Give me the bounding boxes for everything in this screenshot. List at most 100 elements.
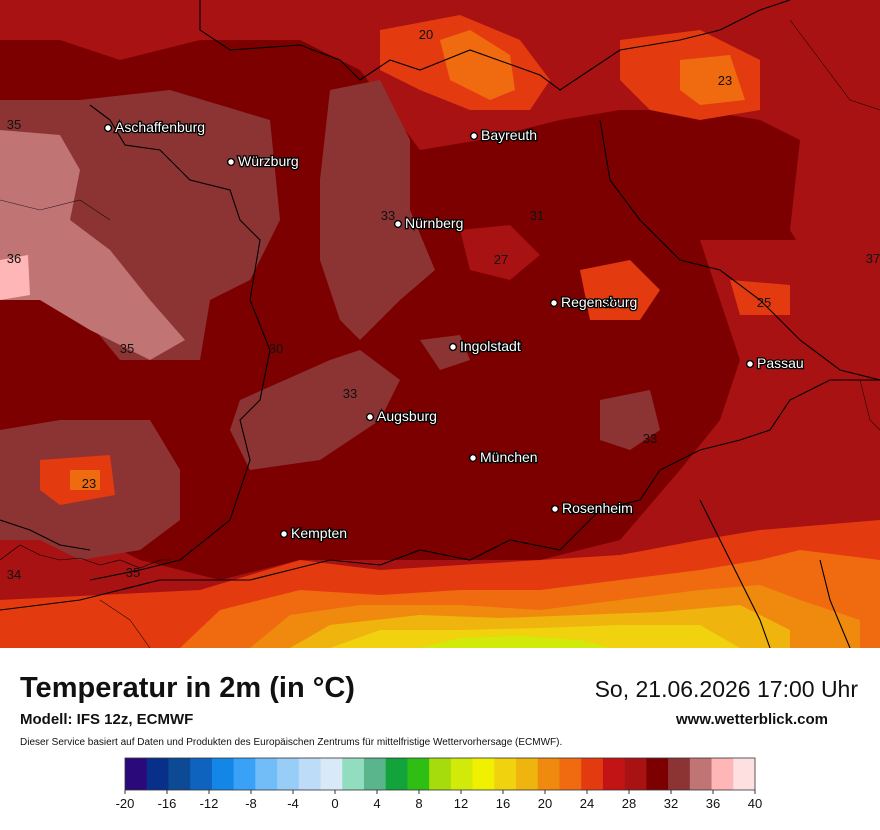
city-label: Regensburg	[561, 294, 637, 310]
legend-swatch	[429, 758, 452, 790]
isotherm-label: 27	[494, 252, 508, 267]
legend-swatch	[125, 758, 148, 790]
temperature-legend: -20 -16 -12 -8 -4 0 4 8 12 16 20 24 28 32 36 40	[116, 757, 762, 811]
map-title: Temperatur in 2m (in °C)	[20, 672, 355, 704]
isotherm-label: 35	[126, 565, 140, 580]
legend-outline	[124, 757, 756, 791]
isotherm-label: 35	[120, 341, 134, 356]
data-disclaimer: Dieser Service basiert auf Daten und Pro…	[20, 737, 563, 748]
legend-swatch	[668, 758, 691, 790]
legend-tick-label: 32	[664, 796, 678, 811]
city-dot	[103, 123, 113, 133]
isotherm-label: 37	[866, 251, 880, 266]
lake-bodensee-shore	[0, 544, 170, 569]
legend-swatch	[190, 758, 213, 790]
city-dot	[745, 359, 755, 369]
temperature-map: Aschaffenburg Würzburg Bayreuth Nürnberg Reg…	[0, 0, 880, 649]
legend-swatch	[298, 758, 321, 790]
legend-swatch	[277, 758, 300, 790]
band-32-augsburg	[230, 350, 400, 470]
band-34-west	[0, 130, 185, 360]
band-14-alps	[420, 636, 610, 648]
city-label: Aschaffenburg	[115, 119, 205, 135]
city-label: Bayreuth	[481, 127, 537, 143]
city-label: Rosenheim	[562, 500, 633, 516]
legend-swatch	[342, 758, 365, 790]
isotherm-label: 25	[605, 295, 619, 310]
temperature-map-canvas: Aschaffenburg Würzburg Bayreuth Nürnberg Reg…	[0, 0, 880, 649]
legend-tick-label: 24	[580, 796, 594, 811]
legend-swatch	[689, 758, 712, 790]
band-22-bodensee	[70, 470, 100, 490]
legend-swatch	[602, 758, 626, 790]
legend-swatch	[146, 758, 169, 790]
legend-swatch	[646, 758, 669, 790]
city-label: Würzburg	[238, 153, 299, 169]
legend-swatch	[450, 758, 473, 790]
legend-tick-label: -12	[200, 796, 219, 811]
band-16-alps	[330, 625, 740, 648]
isotherm-label: 25	[757, 295, 771, 310]
legend-tick-label: -8	[245, 796, 257, 811]
model-info: Modell: IFS 12z, ECMWF	[20, 711, 194, 728]
city-label: Ingolstadt	[460, 338, 521, 354]
band-36-west	[0, 255, 30, 300]
legend-swatch	[494, 758, 517, 790]
band-28-jura	[460, 225, 540, 280]
isotherm-labels: 20 23 35 33 31 36 27 25 25 37 35 30 33 33 23 34 35	[7, 27, 880, 582]
isotherm-label: 35	[7, 117, 21, 132]
legend-swatch	[624, 758, 647, 790]
city-dot	[279, 529, 289, 539]
isotherm-label: 30	[269, 341, 283, 356]
legend-swatch	[711, 758, 734, 790]
city-label: Augsburg	[377, 408, 437, 424]
legend-tick-label: 0	[331, 796, 338, 811]
site-link[interactable]: www.wetterblick.com	[676, 711, 828, 728]
band-22-fichtel	[440, 30, 515, 100]
band-22-bohemia	[680, 55, 745, 105]
isotherm-label: 20	[419, 27, 433, 42]
legend-swatch	[537, 758, 560, 790]
city-dot	[393, 219, 403, 229]
isotherm-label: 33	[381, 208, 395, 223]
city-label: München	[480, 449, 538, 465]
legend-swatch	[559, 758, 582, 790]
legend-swatch	[407, 758, 430, 790]
isotherm-label: 33	[643, 431, 657, 446]
legend-swatch	[168, 758, 191, 790]
isotherm-label: 23	[718, 73, 732, 88]
isotherm-label: 34	[7, 567, 21, 582]
legend-tick-label: -20	[116, 796, 135, 811]
legend-swatch	[516, 758, 539, 790]
legend-tick-label: 36	[706, 796, 720, 811]
band-24-regensburg	[580, 260, 660, 320]
legend-tick-label: 4	[373, 796, 380, 811]
city-dot	[365, 412, 375, 422]
legend-tick-label: 8	[415, 796, 422, 811]
legend-swatch	[255, 758, 278, 790]
legend-ticks: -20 -16 -12 -8 -4 0 4 8 12 16 20 24 28 32 36 40	[116, 790, 762, 811]
city-dot	[448, 342, 458, 352]
city-dot	[226, 157, 236, 167]
band-32-east	[600, 390, 660, 450]
legend-swatch	[472, 758, 495, 790]
legend-swatch	[363, 758, 387, 790]
city-dot	[469, 131, 479, 141]
map-footer: Temperatur in 2m (in °C) So, 21.06.2026 …	[0, 648, 880, 830]
band-32-franconia	[320, 80, 435, 340]
legend-tick-label: 12	[454, 796, 468, 811]
isotherm-label: 33	[343, 386, 357, 401]
city-label: Kempten	[291, 525, 347, 541]
legend-swatch	[233, 758, 256, 790]
isotherm-label: 31	[530, 208, 544, 223]
legend-swatch	[581, 758, 604, 790]
city-dot	[550, 504, 560, 514]
city-label: Passau	[757, 355, 804, 371]
forecast-datetime: So, 21.06.2026 17:00 Uhr	[594, 676, 858, 702]
isotherm-label: 23	[82, 476, 96, 491]
legend-swatch	[320, 758, 343, 790]
legend-tick-label: -16	[158, 796, 177, 811]
band-28-south-east	[0, 240, 880, 648]
isotherm-label: 36	[7, 251, 21, 266]
district-borders	[0, 19, 880, 649]
